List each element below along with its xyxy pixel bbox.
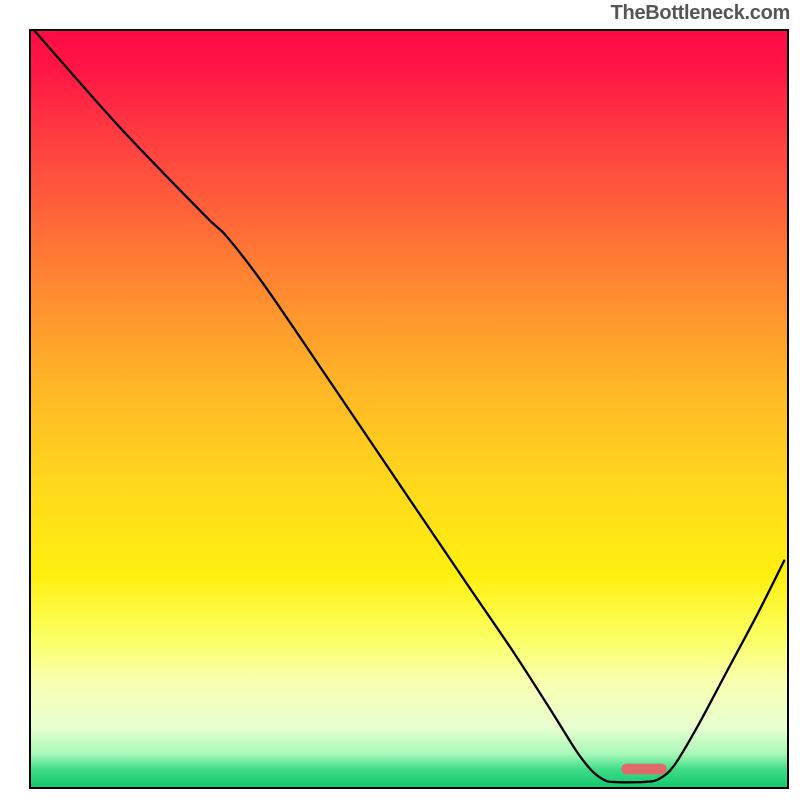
optimal-marker [621,764,666,775]
chart-container: TheBottleneck.com [0,0,800,800]
watermark-text: TheBottleneck.com [611,2,790,25]
gradient-fill [30,30,788,788]
plot-area [30,30,788,788]
bottleneck-chart [0,0,800,800]
